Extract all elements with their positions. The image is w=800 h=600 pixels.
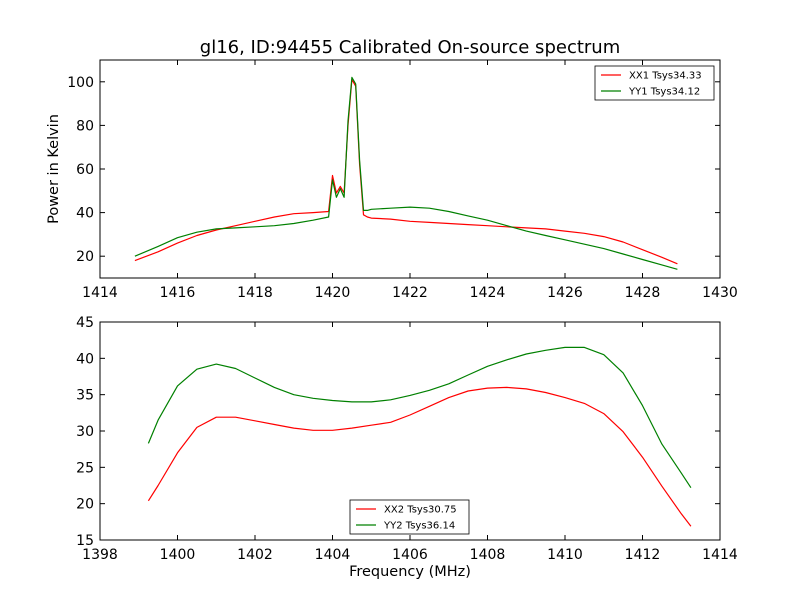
top-chart-x-tick-label: 1420 [315,285,351,301]
bottom-chart-y-tick-label: 15 [76,533,94,549]
top-chart-y-tick-label: 20 [76,249,94,265]
top-chart-series-line-2 [134,76,678,270]
bottom-chart-series-line-2 [147,346,692,489]
bottom-chart-x-tick-label: 1412 [625,547,661,563]
bottom-chart-x-tick-label: 1414 [702,547,738,563]
bottom-chart-legend-label-1: XX2 Tsys30.75 [384,505,457,516]
top-chart-y-tick-label: 40 [76,206,94,222]
bottom-chart-series-line-1 [147,386,692,527]
top-chart-legend: XX1 Tsys34.33 YY1 Tsys34.12 [594,65,715,101]
bottom-chart-x-tick-label: 1400 [160,547,196,563]
top-chart-y-tick-label: 60 [76,162,94,178]
top-chart-y-tick-label: 100 [67,75,94,91]
bottom-chart-legend-box [349,499,470,535]
bottom-chart-x-tick-label: 1408 [470,547,506,563]
top-chart-x-tick-label: 1426 [547,285,583,301]
bottom-chart-y-tick-label: 25 [76,460,94,476]
bottom-chart-y-tick-label: 20 [76,497,94,513]
top-chart-x-tick-label: 1418 [237,285,273,301]
bottom-chart-x-tick-label: 1402 [237,547,273,563]
bottom-chart-y-tick-label: 30 [76,424,94,440]
top-chart-x-tick-label: 1428 [625,285,661,301]
bottom-chart-x-tick-label: 1398 [82,547,118,563]
top-chart-legend-box [594,65,715,101]
top-chart-x-tick-label: 1416 [160,285,196,301]
bottom-chart-x-tick-label: 1410 [547,547,583,563]
top-chart-legend-label-2: YY1 Tsys34.12 [628,87,700,98]
bottom-chart-legend-label-2: YY2 Tsys36.14 [383,521,455,532]
top-chart-title: gl16, ID:94455 Calibrated On-source spec… [200,37,620,58]
bottom-chart-legend: XX2 Tsys30.75 YY2 Tsys36.14 [349,499,470,535]
bottom-chart-y-tick-label: 35 [76,388,94,404]
bottom-chart-plot-area: 1398 1400 1402 1404 1406 1408 1410 1412 1414 15 20… [76,315,738,563]
top-chart-x-tick-label: 1422 [392,285,428,301]
top-chart-x-tick-label: 1430 [702,285,738,301]
top-chart-x-tick-label: 1414 [82,285,118,301]
top-chart: gl16, ID:94455 Calibrated On-source spec… [46,37,738,301]
bottom-chart-y-tick-label: 45 [76,315,94,331]
top-chart-y-axis-label: Power in Kelvin [46,114,62,224]
bottom-chart-x-axis-label: Frequency (MHz) [349,564,471,580]
bottom-chart-x-tick-label: 1404 [315,547,351,563]
top-chart-x-tick-label: 1424 [470,285,506,301]
bottom-chart: Frequency (MHz) 1398 1400 1402 1404 1406 1408… [76,315,738,580]
top-chart-legend-label-1: XX1 Tsys34.33 [629,71,702,82]
top-chart-y-tick-label: 80 [76,118,94,134]
bottom-chart-y-tick-label: 40 [76,351,94,367]
top-chart-plot-area: 1414 1416 1418 1420 1422 1424 1426 1428 1430 20 40… [67,59,738,301]
bottom-chart-x-tick-label: 1406 [392,547,428,563]
